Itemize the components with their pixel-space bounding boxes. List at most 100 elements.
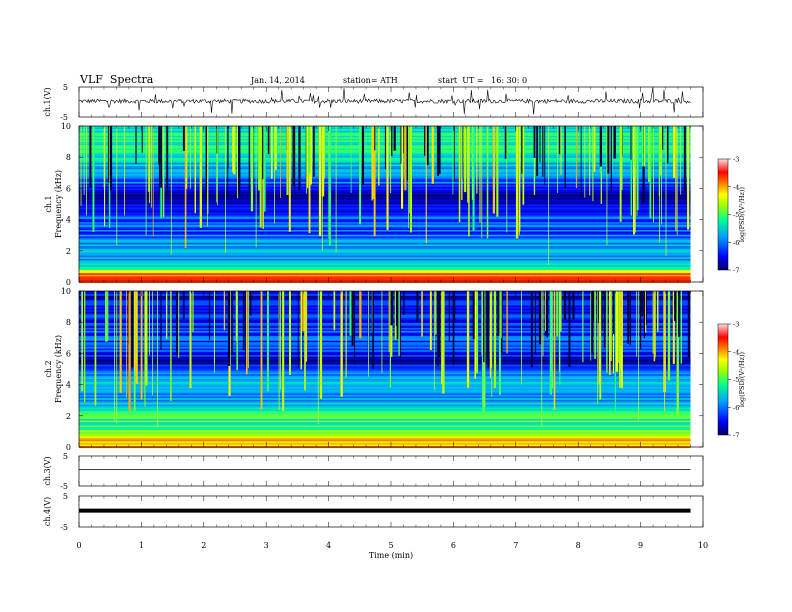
frequency-band	[79, 430, 691, 433]
frequency-band	[79, 129, 691, 132]
frequency-band	[79, 177, 691, 180]
x-tick-label: 3	[264, 541, 269, 550]
sferic-streak	[436, 126, 440, 176]
frequency-band	[79, 250, 691, 253]
sferic-streak	[560, 126, 562, 175]
frequency-band	[79, 242, 691, 245]
frequency-band	[79, 263, 691, 266]
colorbar	[717, 323, 729, 436]
sferic-streak	[271, 126, 273, 179]
sferic-streak	[278, 291, 281, 321]
sferic-streak	[580, 126, 582, 197]
frequency-band	[79, 372, 691, 375]
frequency-band	[79, 321, 691, 324]
sferic-streak	[640, 291, 642, 349]
sferic-streak	[564, 126, 566, 189]
frequency-band	[79, 212, 691, 215]
sferic-streak	[184, 126, 187, 248]
sferic-streak	[110, 126, 113, 191]
sferic-streak	[435, 291, 437, 335]
sferic-streak	[318, 126, 322, 237]
frequency-band	[79, 183, 691, 186]
frequency-band	[79, 161, 691, 164]
colorbar-tick-label: -4	[733, 183, 739, 191]
sferic-streak	[544, 126, 546, 186]
sferic-streak	[228, 291, 230, 366]
frequency-band	[79, 148, 691, 151]
colorbar-tick-label: -3	[733, 156, 739, 164]
sferic-streak	[305, 291, 308, 362]
frequency-band	[79, 185, 691, 188]
y-tick-label: 10	[61, 287, 71, 296]
sferic-streak	[233, 126, 236, 175]
sferic-streak	[545, 291, 547, 336]
frequency-band	[79, 201, 691, 204]
y-tick-label: 6	[66, 184, 71, 193]
frequency-band	[79, 143, 691, 146]
frequency-band	[79, 313, 691, 316]
sferic-streak	[250, 126, 254, 212]
sferic-streak	[606, 291, 608, 373]
sferic-streak	[149, 126, 150, 204]
y-tick-label: -5	[60, 523, 68, 532]
colorbar-tick-label: -5	[733, 376, 739, 384]
sferic-streak	[479, 126, 481, 223]
y-axis-label: ch.4(V)	[43, 497, 52, 526]
frequency-band	[79, 382, 691, 385]
frequency-band	[79, 345, 691, 348]
sferic-streak	[194, 126, 196, 214]
sferic-streak	[259, 126, 262, 228]
sferic-streak	[384, 126, 386, 170]
frequency-band	[79, 291, 691, 293]
sferic-streak	[81, 291, 83, 392]
sferic-streak	[609, 291, 611, 375]
sferic-streak	[598, 291, 600, 385]
sferic-streak	[163, 126, 165, 218]
frequency-band	[79, 326, 691, 329]
sferic-streak	[504, 126, 507, 159]
y-tick-label: 4	[66, 381, 71, 390]
sferic-streak	[476, 126, 478, 194]
frequency-band	[79, 279, 691, 282]
sferic-streak	[89, 126, 92, 188]
frequency-band	[79, 398, 691, 401]
frequency-band	[79, 231, 691, 234]
frequency-band	[79, 380, 691, 383]
frequency-band	[79, 439, 691, 442]
frequency-band	[79, 252, 691, 255]
sferic-streak	[178, 291, 180, 359]
sferic-streak	[437, 291, 439, 366]
frequency-band	[79, 254, 691, 256]
sferic-streak	[653, 126, 654, 223]
sferic-streak	[302, 291, 305, 332]
sferic-streak	[534, 291, 537, 354]
frequency-band	[79, 236, 691, 239]
station-label: station= ATH	[343, 76, 398, 85]
frequency-band	[79, 137, 691, 140]
sferic-streak	[298, 126, 301, 191]
y-tick-label: 10	[61, 122, 71, 131]
sferic-streak	[664, 291, 665, 412]
y-tick-label: 2	[66, 247, 71, 256]
sferic-streak	[649, 126, 652, 219]
sferic-streak	[294, 126, 296, 198]
frequency-band	[79, 399, 691, 402]
sferic-streak	[399, 291, 401, 362]
sferic-streak	[500, 291, 503, 354]
sferic-streak	[235, 291, 237, 342]
frequency-band	[79, 244, 691, 247]
sferic-streak	[559, 291, 561, 385]
frequency-band	[79, 206, 691, 208]
sferic-streak	[486, 291, 489, 359]
colorbar-label: log(PSD/(V²/Hz))	[738, 351, 746, 407]
sferic-streak	[426, 126, 429, 166]
sferic-streak	[308, 126, 311, 174]
sferic-streak	[402, 126, 404, 154]
frequency-band	[79, 153, 691, 156]
sferic-streak	[258, 126, 261, 191]
frequency-band	[79, 371, 691, 373]
sferic-streak	[644, 291, 647, 333]
frequency-band	[79, 158, 691, 160]
colorbar-tick-label: -6	[733, 239, 739, 247]
sferic-streak	[544, 291, 546, 332]
